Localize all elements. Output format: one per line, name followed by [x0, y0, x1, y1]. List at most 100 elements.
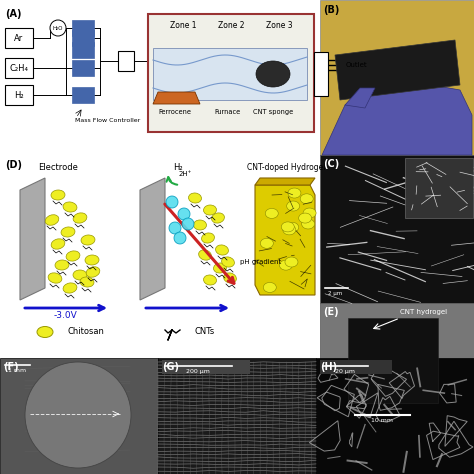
Ellipse shape: [211, 213, 224, 223]
Polygon shape: [20, 178, 45, 300]
Ellipse shape: [51, 239, 65, 249]
Bar: [5, 28, 33, 48]
Ellipse shape: [174, 232, 186, 244]
Text: CNTs: CNTs: [195, 328, 215, 337]
Ellipse shape: [221, 257, 235, 267]
Ellipse shape: [193, 220, 207, 230]
Bar: [5, 58, 33, 78]
Text: Ar: Ar: [14, 34, 24, 43]
Bar: [118, 51, 134, 71]
Ellipse shape: [201, 233, 214, 243]
Ellipse shape: [213, 263, 227, 273]
Text: Chitosan: Chitosan: [68, 328, 105, 337]
Text: 2H⁺: 2H⁺: [178, 171, 191, 177]
Polygon shape: [255, 185, 315, 295]
Text: (H): (H): [320, 362, 337, 372]
Text: CNT hydrogel: CNT hydrogel: [400, 309, 447, 315]
Text: (E): (E): [323, 307, 338, 317]
Text: Zone 2: Zone 2: [218, 20, 244, 29]
Ellipse shape: [80, 277, 94, 287]
Text: CNT sponge: CNT sponge: [253, 109, 293, 115]
Ellipse shape: [63, 283, 77, 293]
Text: (G): (G): [162, 362, 179, 372]
Text: Zone 3: Zone 3: [266, 20, 292, 29]
Text: Outlet: Outlet: [346, 62, 368, 68]
Bar: [320, 360, 392, 374]
Text: (A): (A): [5, 9, 21, 19]
Polygon shape: [255, 178, 315, 185]
Text: (C): (C): [323, 159, 339, 169]
Bar: [158, 358, 316, 474]
Ellipse shape: [63, 202, 77, 212]
Text: (F): (F): [3, 362, 18, 372]
Bar: [405, 158, 473, 218]
Bar: [320, 0, 474, 155]
Text: Mass Flow Controller: Mass Flow Controller: [75, 118, 140, 123]
Polygon shape: [322, 82, 472, 155]
Polygon shape: [140, 178, 165, 300]
Ellipse shape: [216, 245, 228, 255]
Circle shape: [50, 20, 66, 36]
Ellipse shape: [81, 235, 95, 245]
Bar: [72, 87, 94, 103]
Ellipse shape: [286, 222, 299, 232]
Bar: [72, 60, 94, 76]
Ellipse shape: [288, 188, 301, 198]
Ellipse shape: [182, 218, 194, 230]
Bar: [314, 52, 328, 96]
Bar: [0, 358, 158, 474]
Text: H₂: H₂: [14, 91, 24, 100]
Polygon shape: [153, 92, 200, 104]
Ellipse shape: [85, 255, 99, 265]
Text: -3.0V: -3.0V: [53, 311, 77, 320]
Ellipse shape: [73, 270, 87, 280]
Text: (D): (D): [5, 160, 22, 170]
Ellipse shape: [265, 209, 278, 219]
Ellipse shape: [45, 215, 59, 225]
Circle shape: [25, 362, 131, 468]
Ellipse shape: [224, 273, 237, 283]
Text: Zone 1: Zone 1: [170, 20, 196, 29]
Bar: [148, 14, 314, 132]
Ellipse shape: [303, 208, 316, 218]
Ellipse shape: [285, 257, 298, 267]
Ellipse shape: [86, 267, 100, 277]
Ellipse shape: [260, 238, 273, 248]
Ellipse shape: [55, 260, 69, 270]
Bar: [153, 48, 307, 100]
Ellipse shape: [300, 194, 313, 204]
Text: Ferrocene: Ferrocene: [158, 109, 191, 115]
Ellipse shape: [37, 327, 53, 337]
Text: 1 mm: 1 mm: [8, 367, 26, 373]
Polygon shape: [345, 88, 375, 108]
Text: 10 mm: 10 mm: [371, 419, 393, 423]
Ellipse shape: [199, 250, 211, 260]
Bar: [72, 42, 94, 58]
Bar: [348, 318, 438, 403]
Ellipse shape: [51, 190, 65, 200]
Text: 20 μm: 20 μm: [335, 368, 355, 374]
Ellipse shape: [48, 273, 62, 283]
Ellipse shape: [256, 61, 290, 87]
Bar: [316, 358, 474, 474]
Text: CNT-doped Hydrogel: CNT-doped Hydrogel: [247, 163, 325, 172]
Bar: [320, 303, 474, 430]
Polygon shape: [335, 40, 460, 100]
Ellipse shape: [73, 213, 87, 223]
Ellipse shape: [301, 219, 315, 229]
Text: H₂O: H₂O: [53, 26, 63, 30]
Ellipse shape: [166, 196, 178, 208]
Ellipse shape: [281, 222, 294, 232]
Text: 200 μm: 200 μm: [186, 368, 210, 374]
Bar: [72, 30, 94, 46]
Ellipse shape: [279, 260, 292, 270]
Bar: [320, 155, 474, 303]
Ellipse shape: [189, 193, 201, 203]
Text: 2 μm: 2 μm: [328, 291, 342, 295]
Bar: [72, 20, 94, 36]
Bar: [162, 360, 250, 374]
Text: Electrode: Electrode: [38, 163, 78, 172]
Ellipse shape: [66, 251, 80, 261]
Ellipse shape: [203, 205, 217, 215]
Ellipse shape: [203, 275, 217, 285]
